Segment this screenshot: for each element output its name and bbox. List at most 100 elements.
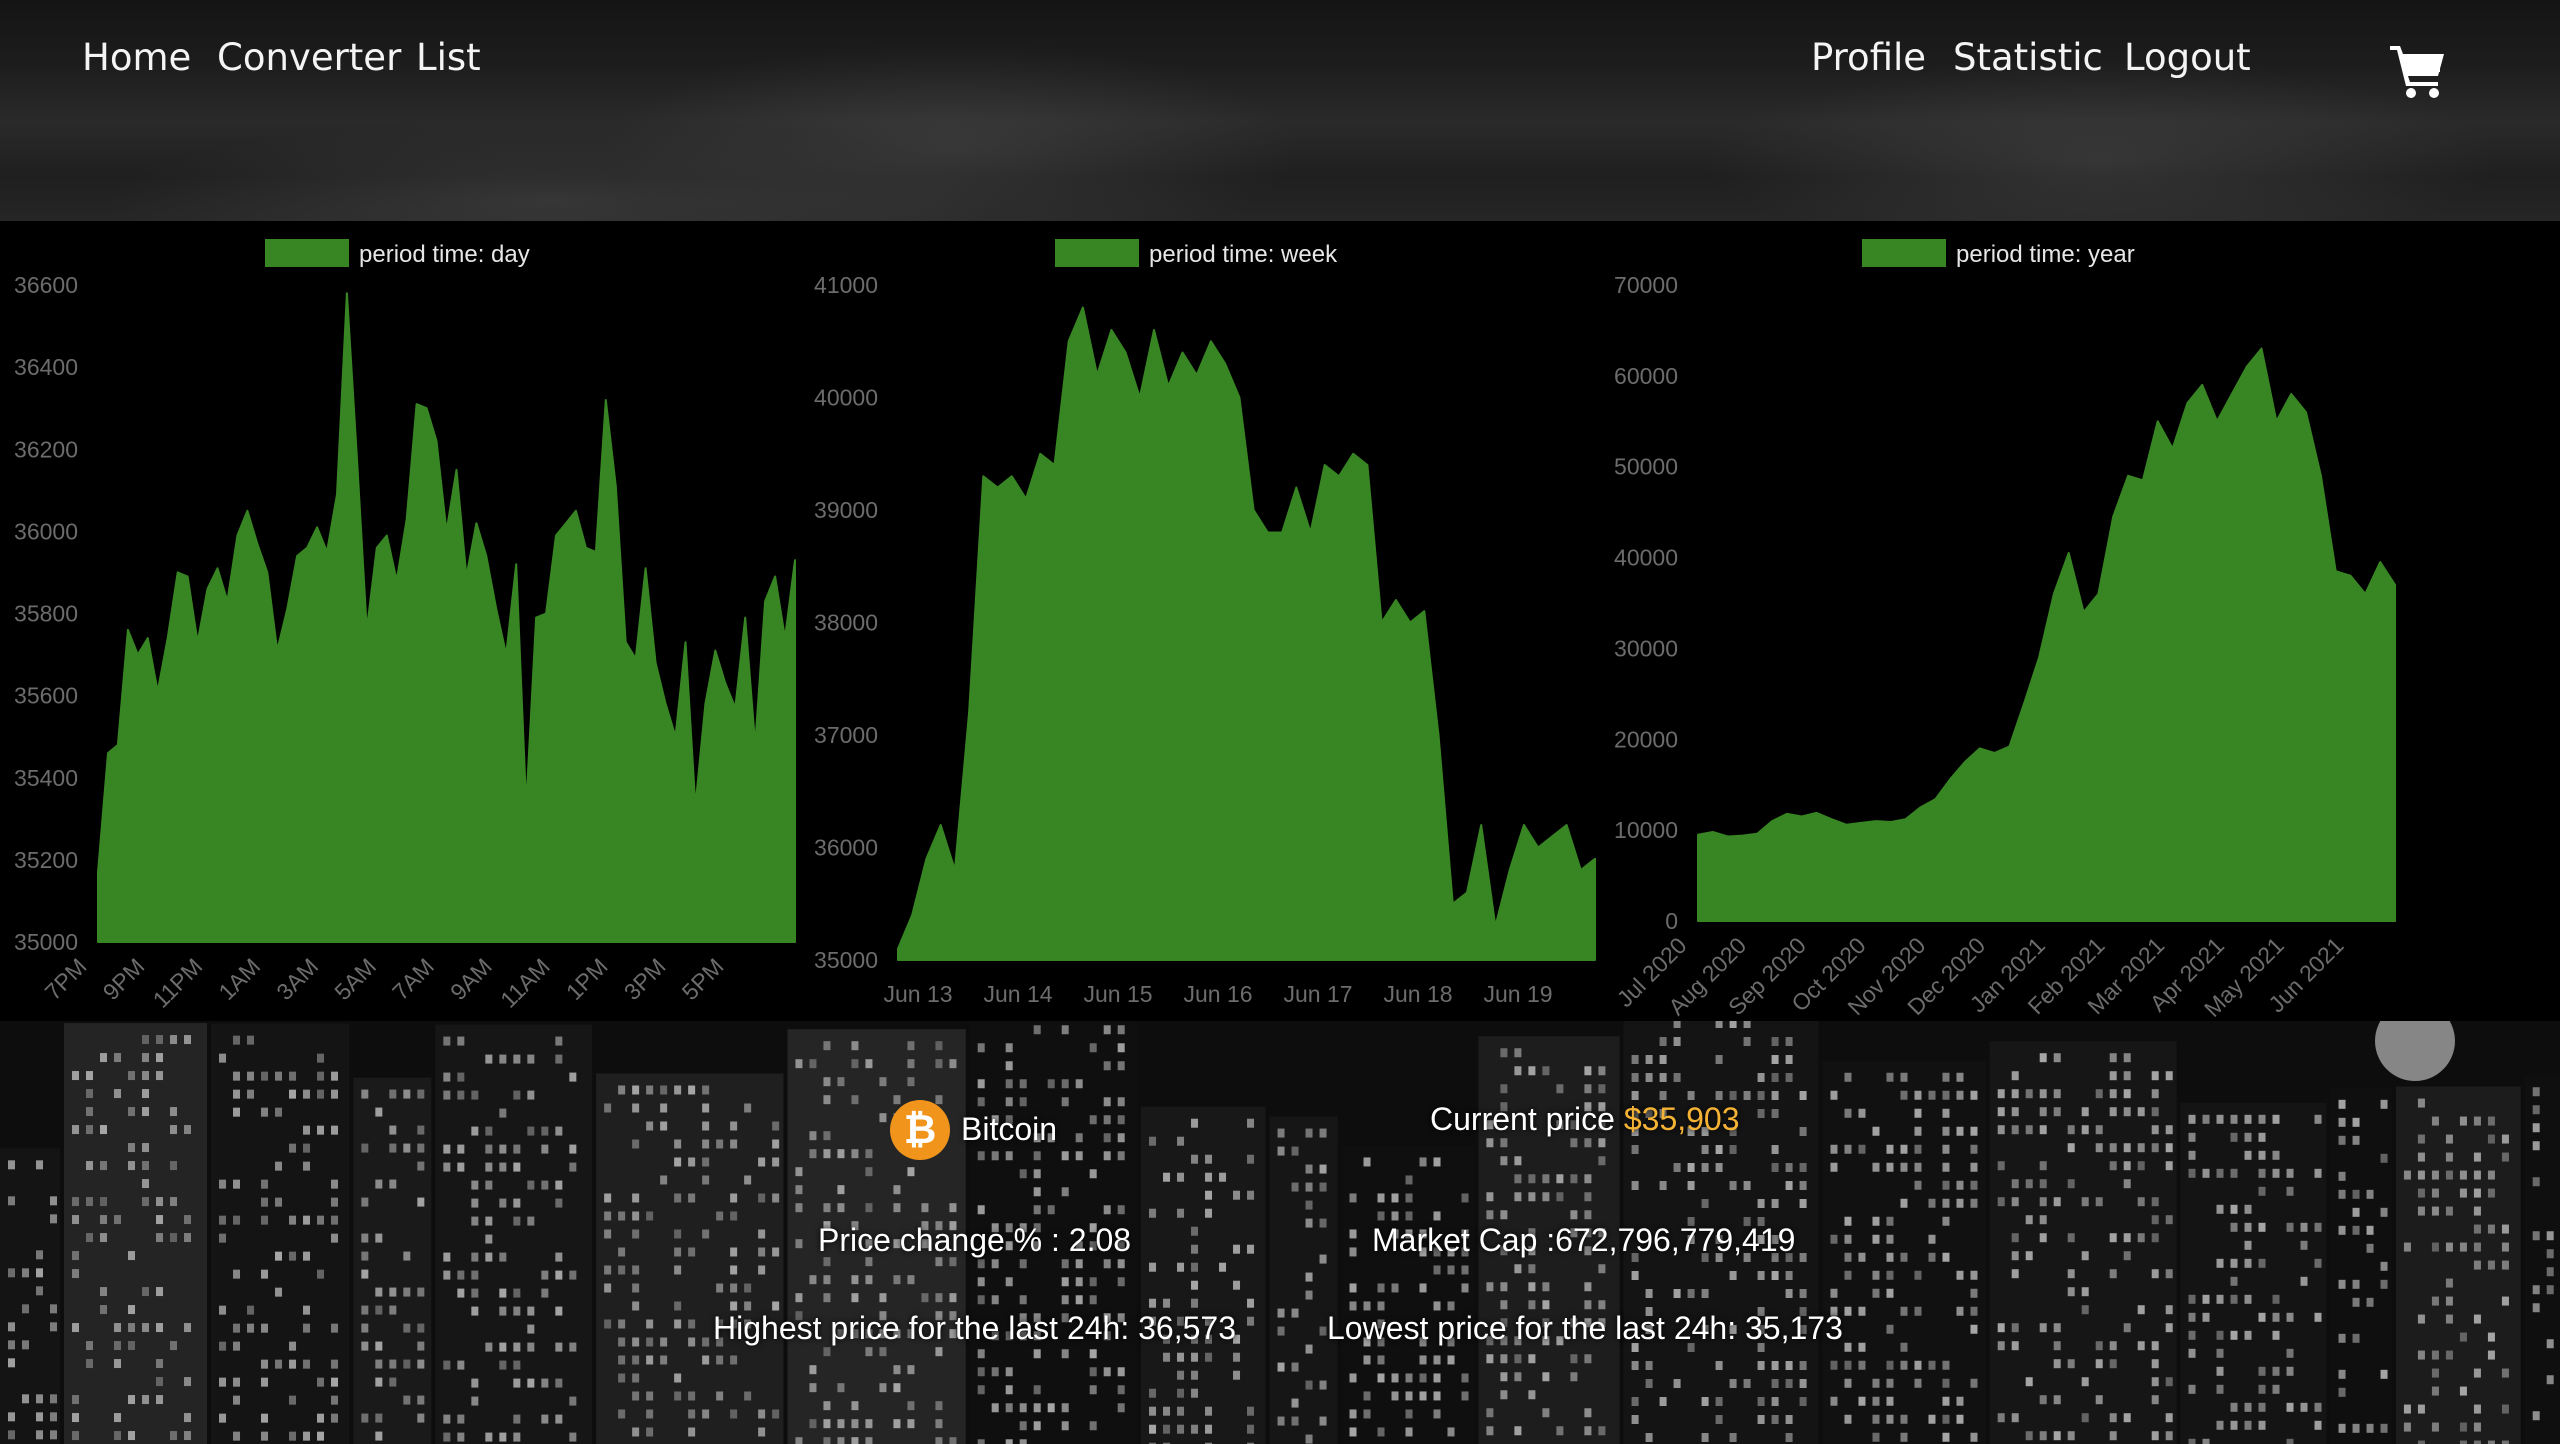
y-tick-label: 36200 (14, 436, 78, 462)
nav-link-logout[interactable]: Logout (2124, 36, 2251, 79)
building (596, 1073, 784, 1444)
building (1269, 1116, 1338, 1444)
cart-icon[interactable] (2388, 40, 2448, 100)
x-tick-label: Jun 16 (1183, 981, 1252, 1007)
market-cap: Market Cap :672,796,779,419 (1372, 1222, 1796, 1258)
x-tick-label: 1PM (561, 953, 613, 1005)
legend-day: period time: day (265, 239, 530, 268)
x-tick-label: 9AM (445, 953, 497, 1005)
x-tick-label: 3PM (619, 953, 671, 1005)
y-tick-label: 36000 (814, 835, 878, 861)
x-tick-label: 3AM (271, 953, 323, 1005)
building (2524, 1075, 2560, 1444)
city-skyline (0, 1021, 2560, 1444)
legend-label: period time: year (1956, 241, 2135, 268)
highest-price: Highest price for the last 24h: 36,573 (713, 1310, 1236, 1346)
y-tick-label: 35600 (14, 683, 78, 709)
city-background (0, 1021, 2560, 1444)
nav-link-home[interactable]: Home (82, 36, 192, 79)
y-tick-label: 30000 (1614, 635, 1678, 661)
y-tick-label: 35800 (14, 601, 78, 627)
building (1478, 1036, 1620, 1444)
price-change: Price change % : 2.08 (818, 1222, 1132, 1258)
y-tick-label: 0 (1665, 908, 1678, 934)
building (353, 1077, 432, 1444)
coin-name: Bitcoin (961, 1111, 1058, 1147)
chart-week: period time: week 35000 36000 37000 38000 390… (800, 221, 1600, 1021)
y-tick-label: 37000 (814, 722, 878, 748)
building (787, 1029, 966, 1444)
x-tick-label: 11PM (148, 953, 208, 1013)
building (2395, 1086, 2521, 1444)
y-tick-label: 70000 (1614, 272, 1678, 298)
y-tick-label: 20000 (1614, 726, 1678, 752)
chart-day-svg: period time: day 35000 35200 35400 35600 3580… (14, 239, 796, 1013)
y-tick-label: 40000 (814, 385, 878, 411)
bitcoin-icon: ₿ (890, 1100, 950, 1160)
building (435, 1024, 593, 1444)
building (1341, 1145, 1475, 1444)
legend-swatch (1862, 239, 1946, 267)
legend-label: period time: week (1149, 241, 1338, 268)
y-tick-label: 36600 (14, 272, 78, 298)
building (1141, 1106, 1266, 1444)
nav-link-profile[interactable]: Profile (1811, 36, 1927, 79)
y-tick-label: 39000 (814, 497, 878, 523)
city-overlay (0, 1021, 2560, 1444)
y-tick-label: 36400 (14, 354, 78, 380)
building (2180, 1102, 2327, 1444)
top-navbar: Home Converter List Profile Statistic Lo… (0, 0, 2560, 280)
nav-link-converter[interactable]: Converter (217, 36, 402, 79)
chart-week-svg: period time: week 35000 36000 37000 38000 390… (814, 239, 1596, 1007)
nav-link-statistic[interactable]: Statistic (1953, 36, 2103, 79)
y-tick-label: 38000 (814, 610, 878, 636)
current-price-value: $35,903 (1623, 1101, 1740, 1137)
y-tick-label: 60000 (1614, 363, 1678, 389)
y-tick-label: 50000 (1614, 454, 1678, 480)
y-tick-label: 35000 (14, 929, 78, 955)
x-tick-label: 1AM (213, 953, 265, 1005)
y-tick-label: 35400 (14, 765, 78, 791)
lowest-price: Lowest price for the last 24h: 35,173 (1327, 1310, 1843, 1346)
legend-swatch (265, 239, 349, 267)
area-series-day (97, 292, 796, 943)
building (1989, 1041, 2177, 1444)
x-tick-label: 7PM (40, 953, 92, 1005)
building (64, 1023, 208, 1444)
x-tick-label: Jun 14 (983, 981, 1052, 1007)
x-tick-label: 5PM (677, 953, 729, 1005)
current-price: Current price $35,903 (1430, 1101, 1740, 1138)
current-price-label: Current price (1430, 1101, 1615, 1137)
chart-year: period time: year 0 10000 20000 30000 40000 50… (1600, 221, 2400, 1022)
building (2330, 1087, 2392, 1444)
x-tick-label: Jun 13 (883, 981, 952, 1007)
building (1822, 1060, 1986, 1444)
charts-area: period time: day 35000 35200 35400 35600 3580… (0, 221, 2560, 1022)
chart-day: period time: day 35000 35200 35400 35600 3580… (0, 221, 800, 1021)
y-tick-label: 41000 (814, 272, 878, 298)
legend-label: period time: day (359, 241, 530, 268)
area-series-week (897, 306, 1596, 961)
x-tick-label: Jun 17 (1283, 981, 1352, 1007)
y-tick-label: 40000 (1614, 545, 1678, 571)
x-tick-label: Jun 18 (1383, 981, 1452, 1007)
building (211, 1023, 350, 1444)
x-tick-label: Jun 15 (1083, 981, 1152, 1007)
building (1623, 1021, 1819, 1444)
legend-swatch (1055, 239, 1139, 267)
x-tick-label: 11AM (495, 953, 555, 1013)
x-tick-label: 9PM (98, 953, 150, 1005)
y-tick-label: 35000 (814, 947, 878, 973)
legend-year: period time: year (1862, 239, 2135, 268)
x-tick-label: 7AM (387, 953, 439, 1005)
x-tick-label: Jun 19 (1483, 981, 1552, 1007)
building (969, 1021, 1138, 1444)
y-tick-label: 36000 (14, 518, 78, 544)
y-tick-label: 35200 (14, 847, 78, 873)
building (0, 1148, 61, 1444)
area-series-year (1697, 347, 2396, 922)
city-light-glow (2375, 1021, 2455, 1081)
nav-link-list[interactable]: List (416, 36, 481, 79)
chart-year-svg: period time: year 0 10000 20000 30000 40000 50… (1612, 239, 2396, 1022)
legend-week: period time: week (1055, 239, 1338, 268)
